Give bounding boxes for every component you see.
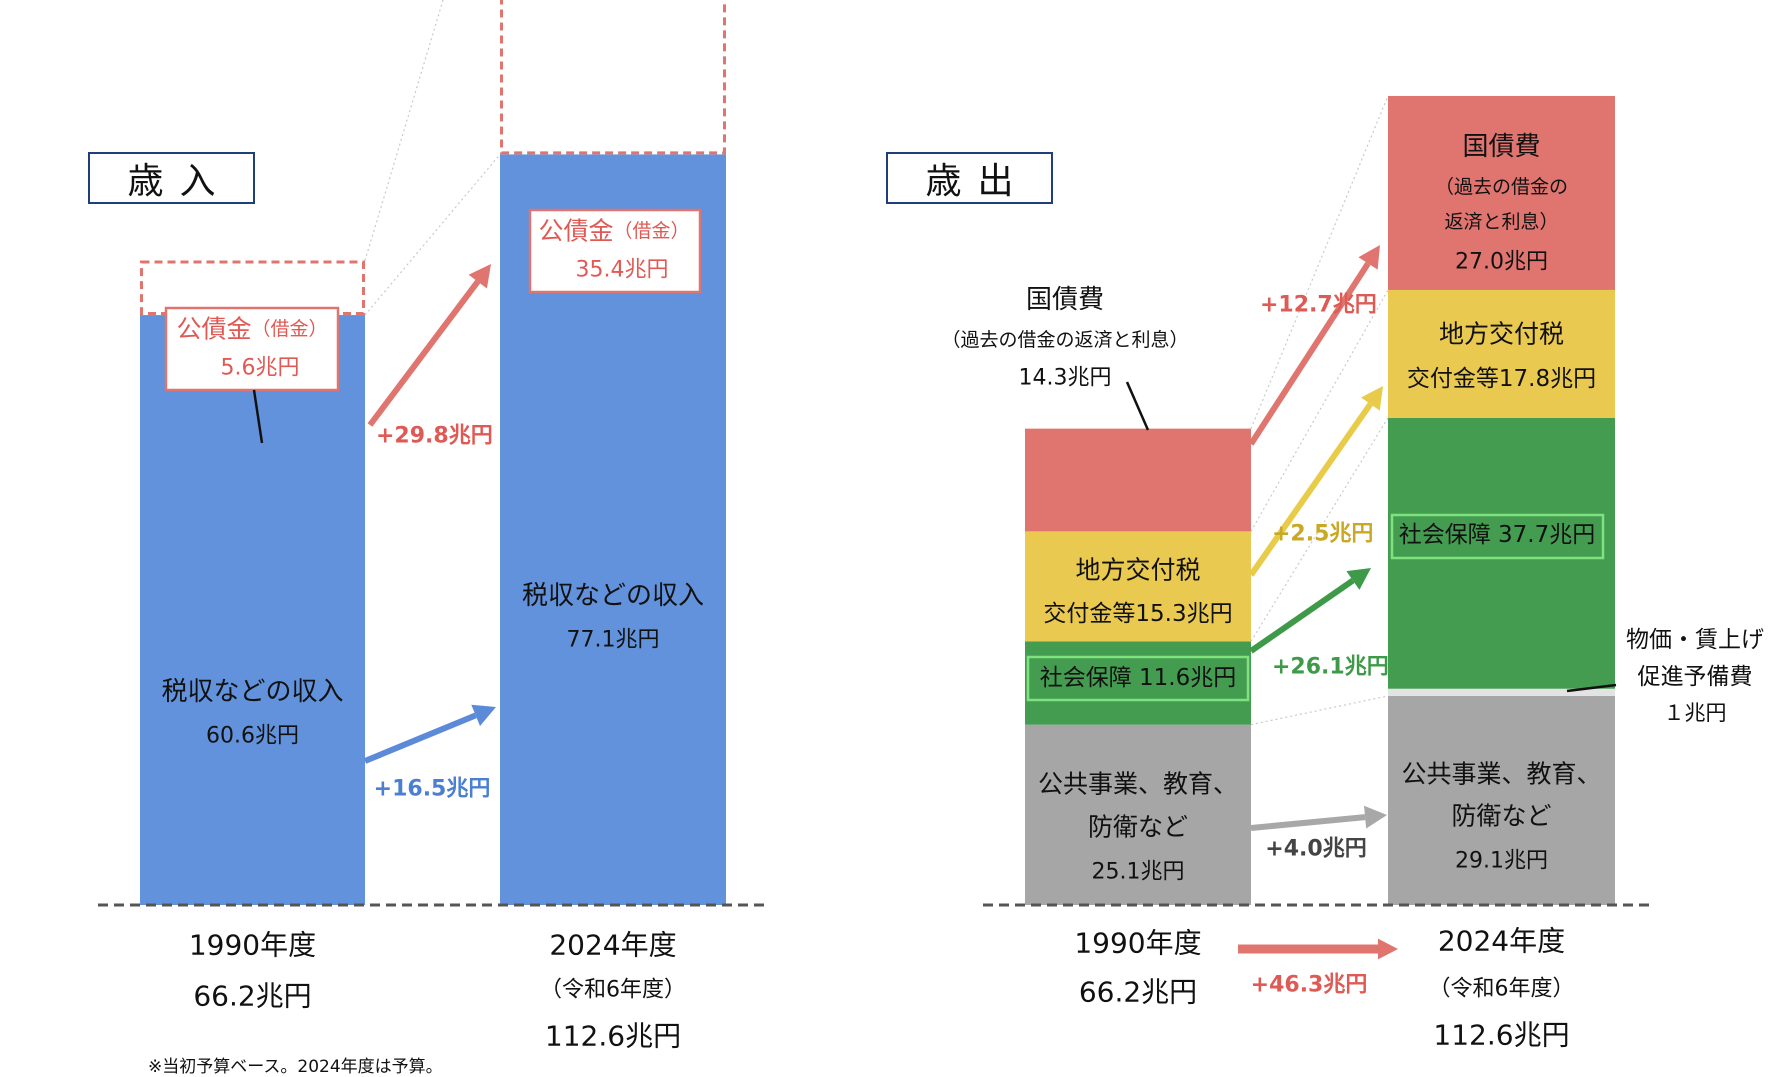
revenue-debt-leader xyxy=(252,389,264,444)
expenditure-reserve-name-line1: 物価・賃上げ xyxy=(1626,627,1764,653)
revenue-debt-bar xyxy=(500,0,726,155)
revenue-tax-name-1990: 税収などの収入 xyxy=(161,677,343,707)
expenditure-local-arrow xyxy=(1248,386,1383,577)
expenditure-local-name-2024: 地方交付税 xyxy=(1439,320,1564,349)
expenditure-local-name-1990: 地方交付税 xyxy=(1075,556,1200,585)
expenditure-public-name-2024-line2: 防衛など xyxy=(1451,802,1551,831)
guide-line xyxy=(364,154,501,316)
revenue-debt-name-2024: 公債金（借金） xyxy=(538,217,689,246)
revenue-debt-suffix-1990: （借金） xyxy=(252,318,328,340)
expenditure-public-arrow-head xyxy=(1364,805,1387,829)
expenditure-public-name-2024-line1: 公共事業、教育、 xyxy=(1401,760,1601,789)
revenue-tax-bar xyxy=(140,315,365,906)
expenditure-social-bar xyxy=(1388,417,1615,689)
revenue-debt-value-1990: 5.6兆円 xyxy=(221,356,300,381)
expenditure-local-change: +2.5兆円 xyxy=(1272,522,1373,547)
expenditure-debt-bar xyxy=(1388,95,1615,290)
expenditure-debt-sub-1990: （過去の借金の返済と利息） xyxy=(941,329,1188,351)
guide-line xyxy=(1250,417,1389,642)
revenue-debt-value-2024: 35.4兆円 xyxy=(576,258,669,283)
revenue-debt-name-1990: 公債金（借金） xyxy=(176,315,327,344)
expenditure-public-change: +4.0兆円 xyxy=(1265,837,1366,862)
revenue-title: 歳入 xyxy=(88,152,255,204)
expenditure-debt-sub-2024-line2: 返済と利息） xyxy=(1444,211,1558,233)
expenditure-local-bar xyxy=(1388,289,1615,418)
expenditure-social-arrow xyxy=(1249,568,1371,654)
expenditure-year-1990: 1990年度 xyxy=(1074,927,1201,960)
expenditure-debt-bar xyxy=(1025,428,1251,532)
revenue-tax-name-2024: 税収などの収入 xyxy=(522,581,704,611)
expenditure-public-value-1990: 25.1兆円 xyxy=(1092,860,1185,885)
guide-line xyxy=(364,0,444,261)
revenue-tax-change: +16.5兆円 xyxy=(374,777,491,802)
expenditure-public-name-1990-line1: 公共事業、教育、 xyxy=(1038,770,1238,799)
expenditure-social-box-2024 xyxy=(1390,513,1605,560)
revenue-debt-arrow-shaft xyxy=(367,279,481,427)
expenditure-total-1990: 66.2兆円 xyxy=(1079,976,1197,1009)
expenditure-local-arrow-head xyxy=(1361,386,1383,411)
expenditure-social-arrow-shaft xyxy=(1249,578,1355,654)
expenditure-social-label-1990: 社会保障 11.6兆円 xyxy=(1040,665,1237,691)
expenditure-local-value-1990: 交付金等15.3兆円 xyxy=(1043,601,1232,627)
guide-line xyxy=(1250,289,1389,532)
revenue-year-1990: 1990年度 xyxy=(189,929,316,962)
expenditure-reserve-value: １兆円 xyxy=(1664,701,1727,725)
expenditure-reserve-leader xyxy=(1566,683,1617,693)
footnote: ※当初予算ベース。2024年度は予算。 xyxy=(148,1057,443,1077)
expenditure-debt-name-1990: 国債費 xyxy=(1026,285,1104,315)
expenditure-social-change: +26.1兆円 xyxy=(1272,655,1389,680)
revenue-tax-arrow-head xyxy=(471,704,496,726)
expenditure-reserve-name-line2: 促進予備費 xyxy=(1638,664,1753,690)
revenue-tax-value-2024: 77.1兆円 xyxy=(567,628,660,653)
expenditure-public-arrow xyxy=(1250,805,1387,831)
expenditure-total-change: +46.3兆円 xyxy=(1251,973,1368,998)
expenditure-year-sub-2024: （令和6年度） xyxy=(1429,977,1575,1002)
revenue-debt-suffix-2024: （借金） xyxy=(614,220,690,242)
revenue-year-sub-2024: （令和6年度） xyxy=(540,978,686,1003)
revenue-debt-bar xyxy=(140,260,365,316)
expenditure-debt-value-2024: 27.0兆円 xyxy=(1455,250,1548,275)
revenue-debt-arrow xyxy=(367,264,491,427)
revenue-debt-change: +29.8兆円 xyxy=(376,424,493,449)
expenditure-local-bar xyxy=(1025,531,1251,642)
expenditure-debt-arrow-head xyxy=(1358,245,1380,270)
expenditure-local-value-2024: 交付金等17.8兆円 xyxy=(1407,366,1596,392)
expenditure-total-2024: 112.6兆円 xyxy=(1433,1019,1569,1052)
expenditure-total-arrow xyxy=(1238,938,1398,960)
expenditure-public-name-1990-line2: 防衛など xyxy=(1088,813,1188,842)
revenue-total-2024: 112.6兆円 xyxy=(545,1020,681,1053)
expenditure-local-arrow-shaft xyxy=(1248,402,1373,577)
expenditure-year-2024: 2024年度 xyxy=(1438,925,1565,958)
expenditure-public-arrow-shaft xyxy=(1250,814,1366,831)
expenditure-debt-change: +12.7兆円 xyxy=(1260,293,1377,318)
revenue-debt-arrow-head xyxy=(468,264,491,289)
expenditure-debt-arrow xyxy=(1248,245,1380,446)
expenditure-debt-name-2024: 国債費 xyxy=(1462,132,1540,162)
expenditure-total-arrow-head xyxy=(1378,938,1398,960)
expenditure-social-arrow-head xyxy=(1346,568,1371,590)
revenue-total-1990: 66.2兆円 xyxy=(193,980,311,1013)
revenue-tax-arrow xyxy=(363,704,496,764)
expenditure-title: 歳出 xyxy=(886,152,1053,204)
expenditure-public-value-2024: 29.1兆円 xyxy=(1455,849,1548,874)
expenditure-debt-sub-2024-line1: （過去の借金の xyxy=(1435,176,1568,198)
expenditure-social-bar xyxy=(1025,641,1251,725)
expenditure-debt-value-1990: 14.3兆円 xyxy=(1019,366,1112,391)
expenditure-public-bar xyxy=(1025,724,1251,905)
guide-line xyxy=(1250,695,1389,726)
revenue-debt-box-1990 xyxy=(164,306,340,392)
expenditure-social-box-1990 xyxy=(1026,655,1250,702)
revenue-debt-box-2024 xyxy=(528,208,702,294)
expenditure-debt-leader xyxy=(1125,381,1150,431)
expenditure-reserve-bar xyxy=(1388,688,1615,696)
expenditure-debt-arrow-shaft xyxy=(1248,261,1371,446)
revenue-tax-arrow-shaft xyxy=(363,712,477,764)
expenditure-public-bar xyxy=(1388,695,1615,905)
revenue-tax-value-1990: 60.6兆円 xyxy=(206,724,299,749)
expenditure-social-label-2024: 社会保障 37.7兆円 xyxy=(1399,522,1596,548)
revenue-year-2024: 2024年度 xyxy=(549,929,676,962)
